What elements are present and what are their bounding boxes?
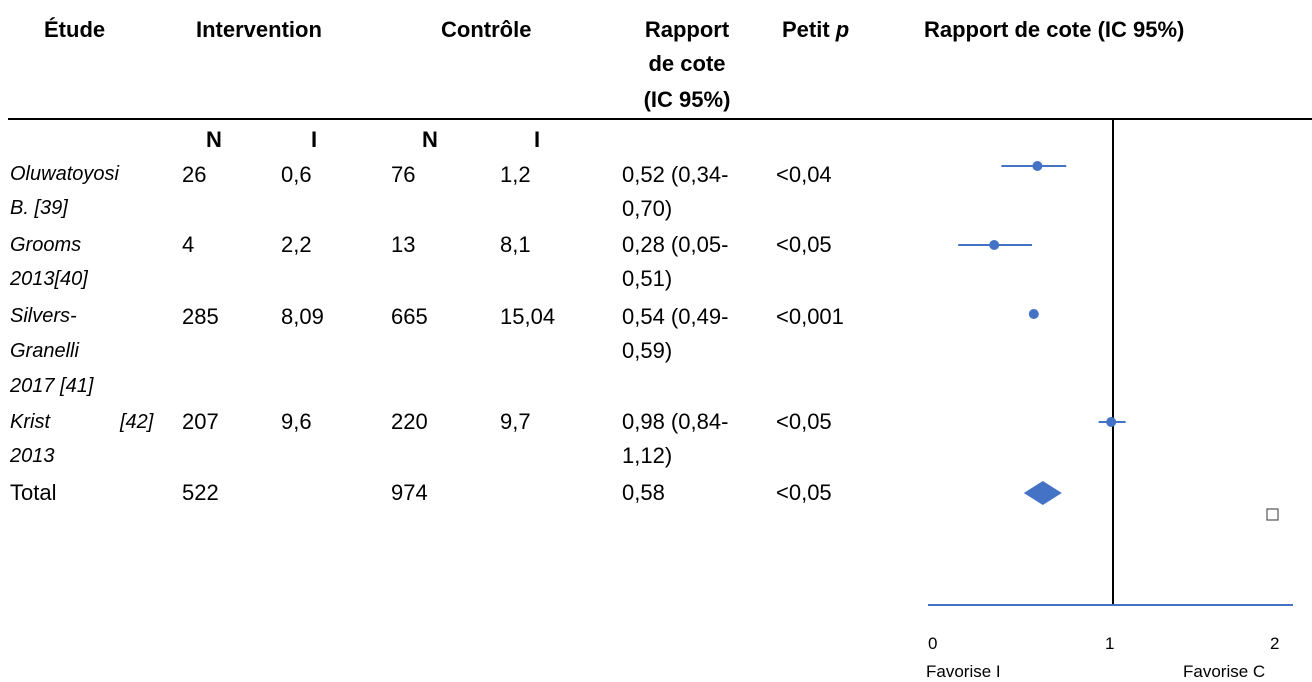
- point-estimate: [989, 240, 1000, 250]
- row4-i-controle: 9,7: [500, 409, 531, 434]
- row2-study-line1: Grooms: [10, 234, 82, 256]
- small-square-icon: [1266, 508, 1279, 521]
- subheader-n-intervention: N: [206, 127, 222, 152]
- row3-study-line2: Granelli: [10, 340, 79, 362]
- row1-i-intervention: 0,6: [281, 162, 312, 187]
- row1-i-controle: 1,2: [500, 162, 531, 187]
- row1-study-line1: Oluwatoyosi: [10, 163, 119, 185]
- row4-n-controle: 220: [391, 409, 428, 434]
- favours-intervention-label: Favorise I: [926, 662, 1001, 681]
- row1-or-line1: 0,52 (0,34-: [622, 162, 729, 187]
- row1-n-controle: 76: [391, 162, 416, 187]
- row4-study-line1: Krist: [10, 411, 50, 433]
- header-intervention: Intervention: [196, 17, 322, 42]
- plot-title: Rapport de cote (IC 95%): [924, 17, 1185, 42]
- total-n-controle: 974: [391, 480, 428, 505]
- row4-i-intervention: 9,6: [281, 409, 312, 434]
- row3-n-intervention: 285: [182, 304, 219, 329]
- subheader-n-controle: N: [422, 127, 438, 152]
- row3-n-controle: 665: [391, 304, 428, 329]
- row4-n-intervention: 207: [182, 409, 219, 434]
- row2-or-line1: 0,28 (0,05-: [622, 232, 729, 257]
- header-pvalue-prefix: Petit: [782, 17, 836, 42]
- favours-control-label: Favorise C: [1183, 662, 1266, 681]
- header-controle: Contrôle: [441, 17, 532, 42]
- total-label: Total: [10, 480, 57, 505]
- total-or: 0,58: [622, 480, 665, 505]
- point-estimate: [1106, 417, 1117, 427]
- row1-study-line2: B. [39]: [10, 197, 68, 219]
- header-or-line3: (IC 95%): [643, 87, 731, 112]
- point-estimate: [1032, 161, 1043, 171]
- header-or-line1: Rapport: [644, 17, 730, 42]
- point-estimate: [1028, 309, 1039, 319]
- row3-study-line1: Silvers-: [10, 305, 77, 327]
- row2-n-controle: 13: [391, 232, 416, 257]
- row2-or-line2: 0,51): [622, 266, 673, 291]
- row3-i-controle: 15,04: [500, 304, 556, 329]
- header-pvalue-p: p: [835, 17, 850, 42]
- x-tick-1: 1: [1105, 634, 1115, 653]
- row3-study-line3: 2017 [41]: [10, 375, 94, 397]
- row4-or-line1: 0,98 (0,84-: [622, 409, 729, 434]
- subheader-i-controle: I: [534, 127, 541, 152]
- row1-or-line2: 0,70): [622, 196, 673, 221]
- row4-or-line2: 1,12): [622, 443, 673, 468]
- row3-pvalue: <0,001: [776, 304, 844, 329]
- row1-pvalue: <0,04: [776, 162, 832, 187]
- row2-pvalue: <0,05: [776, 232, 832, 257]
- x-tick-0: 0: [928, 634, 938, 653]
- header-pvalue: Petit p: [782, 14, 849, 46]
- row2-n-intervention: 4: [182, 232, 195, 257]
- row3-or-line2: 0,59): [622, 338, 673, 363]
- row3-or-line1: 0,54 (0,49-: [622, 304, 729, 329]
- row3-i-intervention: 8,09: [281, 304, 324, 329]
- x-tick-2: 2: [1270, 634, 1280, 653]
- row4-study-line2: 2013: [10, 445, 55, 467]
- row4-study-ref: [42]: [120, 411, 154, 433]
- header-or-line2: de cote: [648, 51, 726, 76]
- row2-i-intervention: 2,2: [281, 232, 312, 257]
- subheader-i-intervention: I: [311, 127, 318, 152]
- forest-marks: [958, 161, 1126, 505]
- total-pvalue: <0,05: [776, 480, 832, 505]
- header-rule: [8, 118, 1312, 120]
- row2-i-controle: 8,1: [500, 232, 531, 257]
- row4-pvalue: <0,05: [776, 409, 832, 434]
- pooled-diamond: [1023, 481, 1062, 505]
- row2-study-line2: 2013[40]: [10, 268, 88, 290]
- total-n-intervention: 522: [182, 480, 219, 505]
- header-study: Étude: [44, 17, 106, 42]
- row1-n-intervention: 26: [182, 162, 207, 187]
